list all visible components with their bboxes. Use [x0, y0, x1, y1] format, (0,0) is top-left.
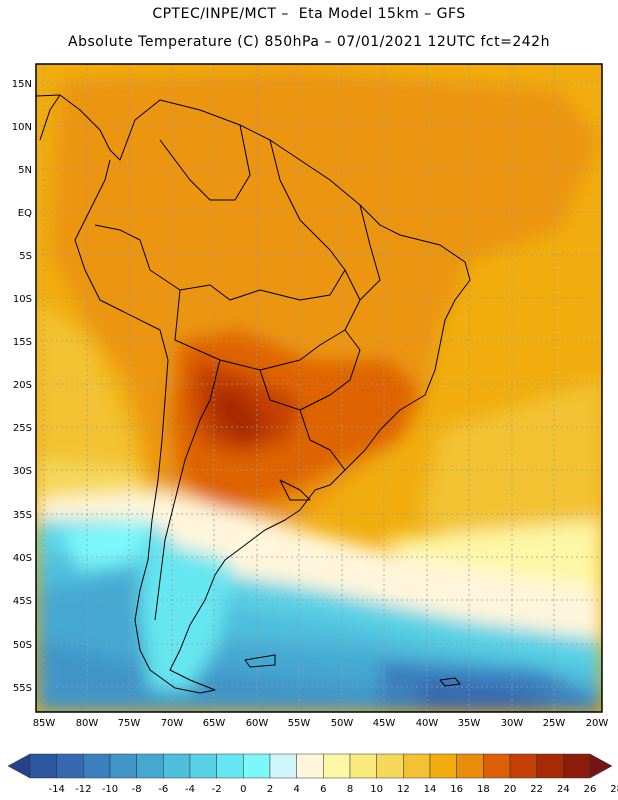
lat-label: 50S	[13, 640, 32, 651]
colorbar-label: -12	[75, 784, 91, 795]
colorbar-label: -8	[132, 784, 142, 795]
colorbar-label: 2	[267, 784, 273, 795]
colorbar-swatch	[483, 753, 511, 779]
colorbar-swatch	[216, 753, 244, 779]
colorbar-swatch	[429, 753, 457, 779]
colorbar-label: -4	[185, 784, 195, 795]
map-frame	[35, 63, 603, 713]
colorbar-label: 18	[477, 784, 490, 795]
latitude-axis: 15N 10N 5N EQ 5S 10S 15S 20S 25S 30S 35S…	[12, 79, 32, 694]
lat-label: 35S	[13, 510, 32, 521]
colorbar-swatch	[29, 753, 57, 779]
colorbar-swatch	[136, 753, 164, 779]
lon-label: 80W	[76, 718, 99, 729]
lat-label: 15N	[12, 79, 32, 90]
colorbar-swatch	[563, 753, 591, 779]
lat-label: 45S	[13, 596, 32, 607]
colorbar-label: 20	[504, 784, 517, 795]
colorbar-swatch	[323, 753, 351, 779]
colorbar-swatch	[83, 753, 111, 779]
lon-label: 85W	[33, 718, 56, 729]
colorbar-swatch	[509, 753, 537, 779]
title-line-1: CPTEC/INPE/MCT – Eta Model 15km – GFS	[152, 6, 466, 22]
colorbar-swatch	[296, 753, 324, 779]
longitude-axis: 85W 80W 75W 70W 65W 60W 55W 50W 45W 40W …	[33, 718, 609, 729]
colorbar-max-arrow	[589, 753, 613, 779]
colorbar-label: 14	[424, 784, 437, 795]
lon-label: 45W	[373, 718, 396, 729]
colorbar-label: -2	[212, 784, 222, 795]
colorbar-swatch	[269, 753, 297, 779]
colorbar-label: 22	[530, 784, 543, 795]
colorbar-label: -14	[48, 784, 64, 795]
lat-label: 30S	[13, 466, 32, 477]
lat-label: 40S	[13, 553, 32, 564]
colorbar-label: 8	[347, 784, 353, 795]
lon-label: 20W	[586, 718, 609, 729]
coastline	[36, 94, 471, 694]
colorbar-label: 16	[450, 784, 463, 795]
colorbar-swatch	[109, 753, 137, 779]
temperature-field	[36, 64, 602, 712]
graticule	[36, 64, 602, 712]
lat-label: 20S	[13, 380, 32, 391]
colorbar-label: 28	[610, 784, 618, 795]
colorbar-label: -10	[102, 784, 118, 795]
lon-label: 65W	[203, 718, 226, 729]
lon-label: 35W	[458, 718, 481, 729]
colorbar-swatch	[403, 753, 431, 779]
lat-label: 10N	[12, 122, 32, 133]
colorbar-swatch	[243, 753, 271, 779]
lat-label: EQ	[18, 208, 32, 219]
lat-label: 15S	[13, 337, 32, 348]
colorbar-label: 12	[397, 784, 410, 795]
lon-label: 60W	[246, 718, 269, 729]
lat-label: 10S	[13, 294, 32, 305]
colorbar-label: 4	[293, 784, 299, 795]
colorbar-swatch	[189, 753, 217, 779]
lon-label: 40W	[416, 718, 439, 729]
colorbar-swatch	[456, 753, 484, 779]
colorbar-label: 0	[240, 784, 246, 795]
colorbar-swatch	[536, 753, 564, 779]
colorbar-min-arrow	[7, 753, 31, 779]
colorbar-label: -6	[158, 784, 168, 795]
lon-label: 50W	[331, 718, 354, 729]
colorbar-swatch	[56, 753, 84, 779]
lon-label: 75W	[118, 718, 141, 729]
title-line-2: Absolute Temperature (C) 850hPa – 07/01/…	[68, 34, 550, 50]
lon-label: 25W	[543, 718, 566, 729]
lat-label: 25S	[13, 423, 32, 434]
colorbar-swatch	[376, 753, 404, 779]
lat-label: 5S	[19, 251, 32, 262]
colorbar-swatch	[349, 753, 377, 779]
lon-label: 55W	[288, 718, 311, 729]
lat-label: 5N	[18, 165, 32, 176]
lon-label: 70W	[161, 718, 184, 729]
lon-label: 30W	[501, 718, 524, 729]
colorbar-label: 10	[370, 784, 383, 795]
lat-label: 55S	[13, 683, 32, 694]
colorbar-label: 26	[584, 784, 597, 795]
colorbar: -14 -12 -10 -8 -6 -4 -2 0 2 4 6 8 10 12 14 16 18 20 22 24 26…	[7, 753, 618, 795]
colorbar-label: 24	[557, 784, 570, 795]
colorbar-label: 6	[320, 784, 326, 795]
colorbar-swatch	[163, 753, 191, 779]
